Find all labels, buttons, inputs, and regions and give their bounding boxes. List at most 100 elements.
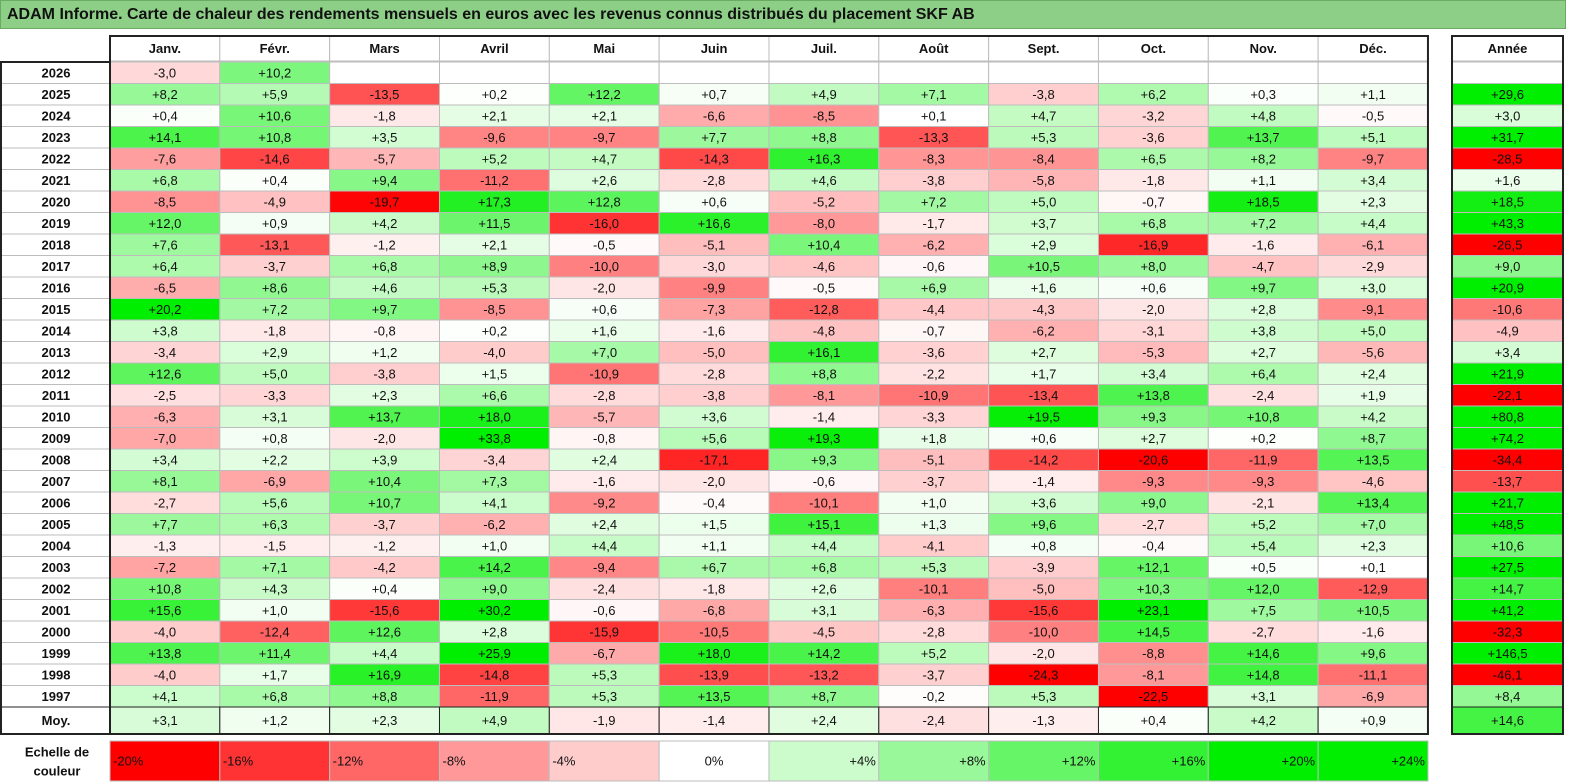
cell-value: +5,2 (921, 646, 947, 661)
cell-value: +0,4 (262, 173, 288, 188)
cell-value: -0,5 (1362, 108, 1384, 123)
cell-value: -10,1 (809, 495, 839, 510)
cell-value: +3,1 (811, 603, 837, 618)
cell-value: +1,1 (1360, 87, 1386, 102)
cell-value: +4,2 (372, 216, 398, 231)
annual-value: +74,2 (1491, 431, 1524, 446)
cell-value: +3,6 (1031, 495, 1057, 510)
cell-value: +18,0 (478, 409, 511, 424)
cell-value: -0,8 (593, 431, 615, 446)
cell-value: -6,3 (154, 409, 176, 424)
cell-value: +4,6 (811, 173, 837, 188)
cell-value: -4,0 (154, 624, 176, 639)
cell-value: -7,3 (703, 302, 725, 317)
cell-value: -9,7 (1362, 151, 1384, 166)
cell-value: +6,8 (262, 689, 288, 704)
cell-value: -7,0 (154, 431, 176, 446)
cell-value: +9,3 (1141, 409, 1167, 424)
cell-value: -7,6 (154, 151, 176, 166)
cell-value: +0,4 (372, 581, 398, 596)
cell-value: +25,9 (478, 646, 511, 661)
month-header-cell (878, 35, 990, 62)
average-cell (438, 706, 550, 735)
cell-value: -0,6 (923, 259, 945, 274)
cell-value: -1,3 (154, 538, 176, 553)
cell-value: +16,9 (368, 667, 401, 682)
cell-value: +6,8 (811, 560, 837, 575)
scale-value: -12% (333, 754, 364, 769)
cell-value: +2,3 (1360, 538, 1386, 553)
cell-value: +6,7 (701, 560, 727, 575)
cell-value: -6,7 (593, 646, 615, 661)
average-value: +1,2 (262, 713, 288, 728)
cell-value: -9,7 (593, 130, 615, 145)
cell-value: +2,2 (262, 452, 288, 467)
cell-value: -1,6 (1252, 237, 1274, 252)
cell-value: +14,2 (478, 560, 511, 575)
cell-value: +0,2 (1250, 431, 1276, 446)
year-label: 2026 (42, 65, 71, 80)
average-label: Moy. (42, 713, 71, 728)
cell-value: -6,9 (264, 474, 286, 489)
cell-value: -22,5 (1139, 689, 1169, 704)
cell-value: +14,6 (1247, 646, 1280, 661)
cell-value: +9,6 (1031, 517, 1057, 532)
month-header: Janv. (149, 41, 181, 56)
annual-header-cell (1451, 35, 1564, 62)
cell-value: +19,5 (1027, 409, 1060, 424)
cell-value: -3,4 (154, 345, 176, 360)
cell-value: -1,6 (593, 474, 615, 489)
cell-value: -11,1 (1359, 667, 1388, 682)
month-header: Févr. (260, 41, 290, 56)
cell-value: +0,8 (1031, 538, 1057, 553)
cell-value: +5,0 (1031, 194, 1057, 209)
cell-value: -5,0 (1032, 581, 1054, 596)
cell-value: +8,8 (811, 130, 837, 145)
cell-value: +4,7 (591, 151, 617, 166)
cell-value: +13,7 (1247, 130, 1280, 145)
cell-value: -19,7 (370, 194, 400, 209)
cell-value: +4,8 (1250, 108, 1276, 123)
cell-value: +6,6 (482, 388, 508, 403)
cell-value: -13,2 (809, 667, 839, 682)
cell-value: -6,3 (923, 603, 945, 618)
cell-value: -9,3 (1252, 474, 1274, 489)
cell-value: +3,9 (372, 452, 398, 467)
cell-value: +8,9 (482, 259, 508, 274)
cell-value: +1,9 (1360, 388, 1386, 403)
scale-value: +12% (1062, 754, 1096, 769)
year-label: 2021 (42, 173, 71, 188)
average-value: +2,3 (372, 713, 398, 728)
cell-value: +2,1 (591, 108, 617, 123)
cell-value: -2,5 (154, 388, 176, 403)
cell-value: +9,7 (372, 302, 398, 317)
cell-value: -12,9 (1358, 581, 1388, 596)
cell-value: +8,7 (811, 689, 837, 704)
cell-value: +4,2 (1360, 409, 1386, 424)
cell-value: +7,3 (482, 474, 508, 489)
scale-value: -20% (113, 754, 144, 769)
cell-value: +3,8 (152, 323, 178, 338)
cell-value: -1,6 (1362, 624, 1384, 639)
cell-value: +6,5 (1141, 151, 1167, 166)
cell-value: -0,5 (593, 237, 615, 252)
scale-value: +8% (959, 754, 986, 769)
cell-value: -12,4 (260, 624, 290, 639)
cell-value: +12,2 (588, 87, 621, 102)
cell-value: -13,4 (1029, 388, 1059, 403)
cell-value: +10,2 (258, 65, 291, 80)
cell-value: +0,1 (1360, 560, 1386, 575)
cell-value: +5,1 (1360, 130, 1386, 145)
year-label: 2019 (42, 216, 71, 231)
year-label: 2009 (42, 431, 71, 446)
cell-value: -11,9 (480, 689, 509, 704)
cell-value: +4,4 (1360, 216, 1386, 231)
scale-value: +20% (1282, 754, 1316, 769)
average-cell (658, 706, 770, 735)
cell-value: -13,5 (370, 87, 400, 102)
year-column-frame (0, 61, 111, 735)
annual-value: +21,9 (1491, 366, 1524, 381)
cell-value: +2,9 (1031, 237, 1057, 252)
cell-value: -14,3 (699, 151, 729, 166)
cell-value: +13,8 (1137, 388, 1170, 403)
